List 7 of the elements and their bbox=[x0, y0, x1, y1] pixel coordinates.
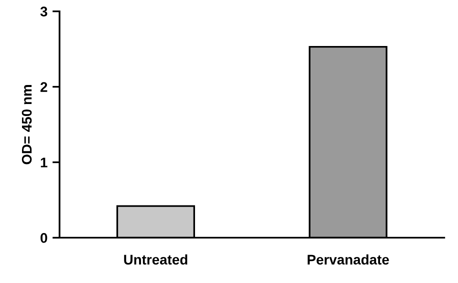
y-tick-label: 3 bbox=[40, 6, 48, 17]
y-tick-label: 0 bbox=[40, 233, 48, 243]
x-tick-label: Untreated bbox=[124, 254, 188, 265]
x-tick-label: Pervanadate bbox=[308, 254, 389, 265]
y-tick-label: 2 bbox=[40, 82, 48, 92]
y-tick-label: 1 bbox=[40, 158, 48, 168]
y-axis-title: OD= 450 nm bbox=[22, 85, 32, 164]
